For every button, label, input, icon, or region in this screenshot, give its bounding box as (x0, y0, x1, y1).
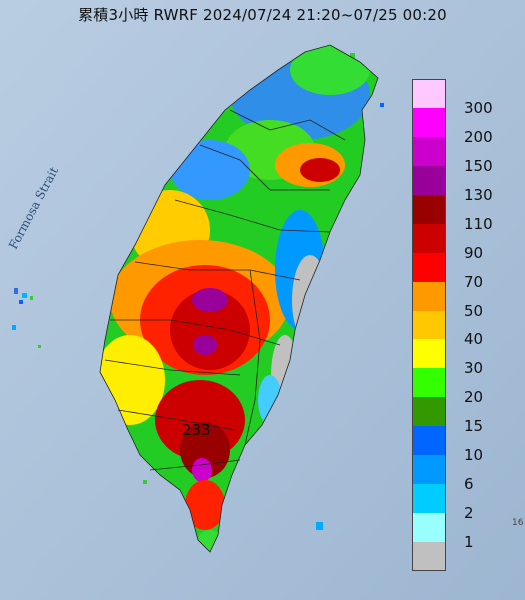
legend-swatch (412, 455, 446, 485)
map-title: 累積3小時 RWRF 2024/07/24 21:20~07/25 00:20 (78, 6, 447, 24)
legend-label: 2 (464, 504, 474, 523)
legend-label: 70 (464, 272, 484, 291)
legend-swatch (412, 107, 446, 137)
coastal-clutter (12, 53, 384, 530)
legend-label: 50 (464, 301, 484, 320)
legend-swatch (412, 252, 446, 282)
rainfall-legend: 300 200 150 130 110 90 70 50 40 30 20 15 10 6 2 1 (412, 79, 520, 571)
legend-label: 10 (464, 446, 484, 465)
legend-swatch (412, 513, 446, 543)
legend-label: 200 (464, 127, 493, 146)
legend-swatch (412, 79, 446, 108)
legend-swatch (412, 397, 446, 427)
legend-swatch (412, 542, 446, 571)
legend-swatch (412, 426, 446, 456)
legend-label: 150 (464, 156, 493, 175)
legend-swatch (412, 368, 446, 398)
legend-swatch (412, 484, 446, 514)
legend-label: 130 (464, 185, 493, 204)
legend-label: 110 (464, 214, 493, 233)
legend-label: 90 (464, 243, 484, 262)
edge-text: 16 (512, 518, 524, 528)
legend-label: 20 (464, 388, 484, 407)
legend-swatch (412, 194, 446, 224)
legend-label: 15 (464, 417, 484, 436)
legend-label: 1 (464, 533, 474, 552)
legend-label: 30 (464, 359, 484, 378)
legend-label: 40 (464, 330, 484, 349)
legend-label: 6 (464, 475, 474, 494)
legend-label: 300 (464, 98, 493, 117)
legend-swatch (412, 281, 446, 311)
legend-swatch (412, 339, 446, 369)
legend-swatch (412, 136, 446, 166)
county-boundaries (99, 44, 379, 553)
legend-swatch (412, 310, 446, 340)
peak-rainfall-label: 233 (182, 421, 211, 439)
legend-swatch (412, 165, 446, 195)
legend-swatch (412, 223, 446, 253)
